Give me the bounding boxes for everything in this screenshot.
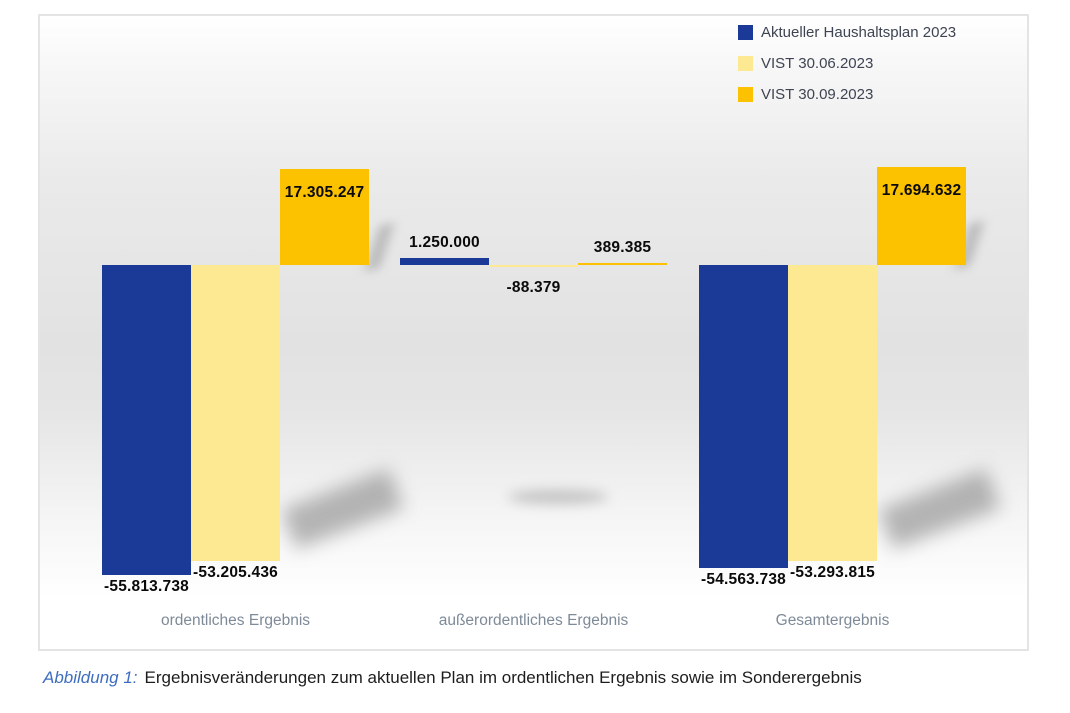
category-label: außerordentliches Ergebnis xyxy=(438,612,629,629)
bar-value-label: -54.563.738 xyxy=(701,571,786,589)
figure-caption-label: Abbildung 1: xyxy=(43,668,138,687)
bar-shadow xyxy=(878,468,1001,550)
bar-series2-cat1 xyxy=(578,262,667,265)
chart-frame: -55.813.738 1.250.000 -54.563.738 -53.205.4… xyxy=(38,14,1029,651)
legend-item: Aktueller Haushaltsplan 2023 xyxy=(738,22,956,43)
legend-label: VIST 30.06.2023 xyxy=(761,55,874,72)
bar-series1-cat0 xyxy=(191,265,280,561)
bar-series0-cat1 xyxy=(400,258,489,265)
bar-series2-cat0 xyxy=(280,168,369,265)
category-label: ordentliches Ergebnis xyxy=(160,612,311,629)
legend-item: VIST 30.09.2023 xyxy=(738,84,956,105)
bar-value-label: 1.250.000 xyxy=(409,234,480,252)
bar-value-label: -53.293.815 xyxy=(790,564,875,581)
legend-swatch-icon xyxy=(738,25,753,40)
bar-value-label: 17.305.247 xyxy=(284,183,365,201)
chart-legend: Aktueller Haushaltsplan 2023 VIST 30.06.2… xyxy=(738,22,956,105)
bar-value-label: 389.385 xyxy=(593,238,652,256)
legend-swatch-icon xyxy=(738,87,753,102)
bar-shadow xyxy=(508,490,608,504)
bar-value-label: -53.205.436 xyxy=(193,563,278,581)
bar-series0-cat2 xyxy=(699,265,788,569)
bar-series0-cat0 xyxy=(102,265,191,575)
category-label: Gesamtergebnis xyxy=(775,612,890,629)
bar-value-label: -88.379 xyxy=(506,278,561,296)
bar-shadow xyxy=(364,224,395,270)
legend-label: Aktueller Haushaltsplan 2023 xyxy=(761,24,957,41)
plot-area: -55.813.738 1.250.000 -54.563.738 -53.205.4… xyxy=(40,16,1027,649)
bar-value-label: 17.694.632 xyxy=(881,181,962,199)
bar-value-label: -55.813.738 xyxy=(104,578,189,595)
bar-shadow xyxy=(281,468,404,550)
legend-swatch-icon xyxy=(738,56,753,71)
figure-caption-text: Ergebnisveränderungen zum aktuellen Plan… xyxy=(144,668,862,687)
bar-series1-cat1 xyxy=(489,265,578,267)
legend-label: VIST 30.09.2023 xyxy=(761,86,874,103)
legend-item: VIST 30.06.2023 xyxy=(738,53,956,74)
bar-series2-cat2 xyxy=(877,166,966,265)
bar-series1-cat2 xyxy=(788,265,877,561)
figure-caption: Abbildung 1: Ergebnisveränderungen zum ak… xyxy=(43,668,862,688)
